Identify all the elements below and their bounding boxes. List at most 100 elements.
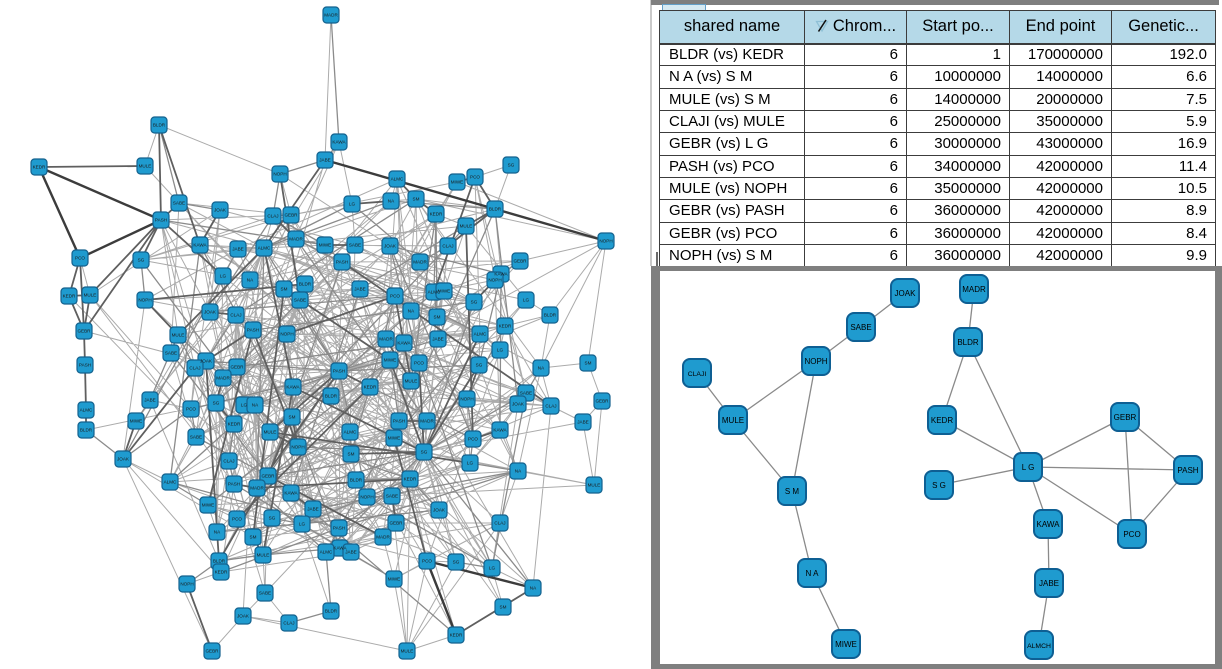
- svg-text:ALMC: ALMC: [258, 246, 271, 251]
- svg-text:ALMC: ALMC: [320, 550, 333, 555]
- svg-text:SG: SG: [471, 300, 478, 305]
- svg-text:KEDR: KEDR: [63, 294, 76, 299]
- svg-text:BLDR: BLDR: [80, 428, 93, 433]
- svg-text:SM: SM: [250, 535, 257, 540]
- svg-text:MIWE: MIWE: [384, 358, 397, 363]
- svg-text:KEDR: KEDR: [450, 633, 463, 638]
- svg-text:JOAK: JOAK: [512, 402, 525, 407]
- svg-text:SG: SG: [508, 163, 515, 168]
- svg-text:SABE: SABE: [850, 323, 871, 332]
- svg-text:BLDR: BLDR: [299, 282, 312, 287]
- svg-text:SM: SM: [289, 415, 296, 420]
- svg-text:GEBR: GEBR: [389, 521, 403, 526]
- svg-text:KEDR: KEDR: [215, 570, 228, 575]
- svg-text:ALMC: ALMC: [474, 332, 487, 337]
- svg-text:JOAK: JOAK: [895, 289, 917, 298]
- svg-text:SM: SM: [434, 315, 441, 320]
- svg-text:MIWE: MIWE: [388, 577, 401, 582]
- svg-text:MULE: MULE: [84, 293, 97, 298]
- svg-text:MULE: MULE: [139, 164, 152, 169]
- svg-text:BLDR: BLDR: [153, 123, 166, 128]
- svg-text:BLDR: BLDR: [544, 313, 557, 318]
- svg-text:S G: S G: [932, 481, 946, 490]
- svg-text:ALMC: ALMC: [164, 480, 177, 485]
- svg-text:PASH: PASH: [155, 218, 167, 223]
- svg-text:NA: NA: [538, 366, 545, 371]
- svg-text:SM: SM: [413, 197, 420, 202]
- svg-text:KEDR: KEDR: [430, 212, 443, 217]
- svg-text:KAWA: KAWA: [333, 546, 347, 551]
- svg-text:NOPH: NOPH: [360, 495, 373, 500]
- svg-text:MIWE: MIWE: [438, 289, 451, 294]
- svg-text:PCO: PCO: [414, 361, 424, 366]
- svg-text:KAWA: KAWA: [1037, 520, 1061, 529]
- svg-text:JABE: JABE: [577, 420, 589, 425]
- svg-text:PCO: PCO: [390, 294, 400, 299]
- svg-text:SM: SM: [585, 361, 592, 366]
- svg-text:BLDR: BLDR: [350, 478, 363, 483]
- svg-text:KEDR: KEDR: [228, 422, 241, 427]
- svg-text:PASH: PASH: [1177, 466, 1198, 475]
- svg-text:JOAK: JOAK: [117, 457, 130, 462]
- svg-text:MULE: MULE: [460, 224, 473, 229]
- svg-text:LG: LG: [523, 298, 530, 303]
- svg-text:LG: LG: [489, 566, 496, 571]
- svg-text:SM: SM: [348, 452, 355, 457]
- svg-text:MULE: MULE: [264, 430, 277, 435]
- svg-text:BLDR: BLDR: [325, 394, 338, 399]
- svg-text:CLAJ: CLAJ: [494, 521, 505, 526]
- svg-text:SABE: SABE: [386, 494, 398, 499]
- svg-text:KAWA: KAWA: [397, 341, 411, 346]
- svg-text:JOAK: JOAK: [384, 244, 397, 249]
- svg-text:MIWE: MIWE: [388, 436, 401, 441]
- svg-text:MIWE: MIWE: [451, 180, 464, 185]
- svg-text:SG: SG: [421, 450, 428, 455]
- svg-text:JABE: JABE: [232, 247, 244, 252]
- svg-text:CLAJ: CLAJ: [545, 404, 556, 409]
- svg-text:MADR: MADR: [376, 535, 390, 540]
- svg-text:NA: NA: [408, 309, 415, 314]
- svg-text:MULE: MULE: [401, 649, 414, 654]
- svg-text:ALMC: ALMC: [344, 430, 357, 435]
- svg-text:SABE: SABE: [259, 591, 271, 596]
- svg-text:SABE: SABE: [349, 243, 361, 248]
- svg-text:NA: NA: [388, 199, 395, 204]
- svg-text:PASH: PASH: [336, 260, 348, 265]
- svg-text:ALMC: ALMC: [391, 177, 404, 182]
- svg-text:JOAK: JOAK: [214, 208, 227, 213]
- svg-text:MADR: MADR: [420, 419, 434, 424]
- svg-text:CLAJ: CLAJ: [267, 214, 278, 219]
- svg-text:NOPH: NOPH: [138, 298, 151, 303]
- svg-text:MULE: MULE: [722, 416, 744, 425]
- svg-text:MADR: MADR: [379, 337, 393, 342]
- svg-text:MULE: MULE: [172, 333, 185, 338]
- svg-text:ALMC: ALMC: [80, 408, 93, 413]
- svg-text:NOPH: NOPH: [180, 582, 193, 587]
- svg-text:CLAJ: CLAJ: [189, 366, 200, 371]
- svg-text:MULE: MULE: [257, 553, 270, 558]
- svg-text:JABE: JABE: [144, 398, 156, 403]
- svg-text:NA: NA: [247, 278, 254, 283]
- svg-text:PCO: PCO: [468, 437, 478, 442]
- svg-text:PCO: PCO: [1123, 530, 1140, 539]
- svg-text:SM: SM: [500, 605, 507, 610]
- svg-text:CLAJ: CLAJ: [223, 459, 234, 464]
- svg-text:JOAK: JOAK: [237, 614, 250, 619]
- svg-text:SABE: SABE: [190, 435, 202, 440]
- svg-text:PCO: PCO: [75, 256, 85, 261]
- svg-text:KAWA: KAWA: [193, 243, 207, 248]
- svg-text:JABE: JABE: [1039, 579, 1059, 588]
- svg-text:MADR: MADR: [250, 486, 264, 491]
- svg-text:PCO: PCO: [470, 175, 480, 180]
- svg-text:KEDR: KEDR: [931, 416, 953, 425]
- svg-text:CLAJ: CLAJ: [442, 244, 453, 249]
- svg-text:MIWE: MIWE: [202, 503, 215, 508]
- svg-text:PASH: PASH: [333, 369, 345, 374]
- svg-text:JABE: JABE: [345, 550, 357, 555]
- svg-text:LG: LG: [299, 522, 306, 527]
- svg-text:MIWE: MIWE: [130, 419, 143, 424]
- svg-text:SG: SG: [476, 363, 483, 368]
- svg-text:LG: LG: [497, 348, 504, 353]
- svg-text:MADR: MADR: [962, 285, 986, 294]
- svg-text:KEDR: KEDR: [499, 324, 512, 329]
